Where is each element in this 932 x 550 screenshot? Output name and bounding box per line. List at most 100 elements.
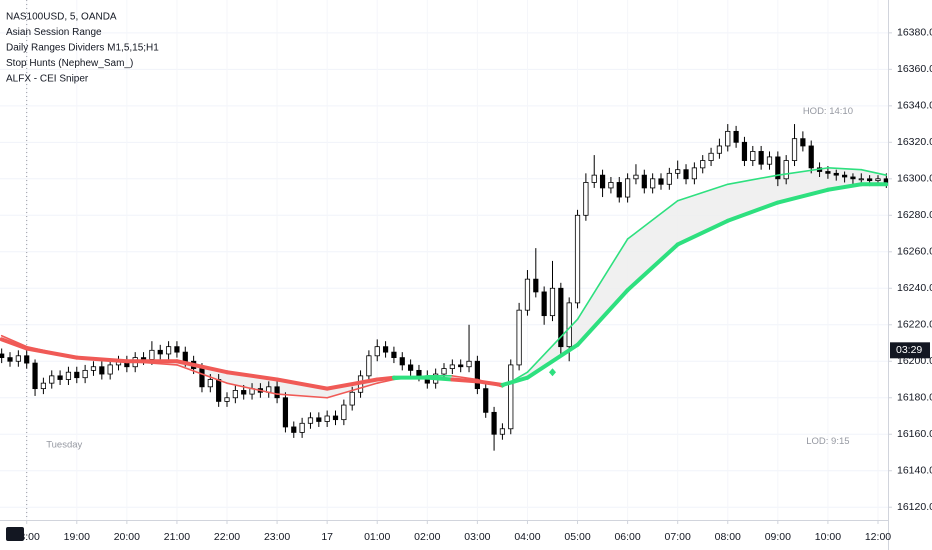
candle-body — [508, 364, 514, 430]
candle-body — [416, 369, 422, 377]
candle-body — [750, 151, 756, 161]
legend-line: ALFX - CEI Sniper — [6, 74, 89, 85]
candle-body — [691, 167, 697, 180]
candle-body — [516, 309, 522, 366]
candle-body — [65, 371, 72, 380]
candle-body — [583, 182, 589, 216]
y-tick-label: 16300.0 — [897, 173, 932, 185]
slow-ma-segment — [625, 242, 680, 293]
slow-ma-segment — [425, 375, 455, 382]
legend-line: NAS100USD, 5, OANDA — [6, 12, 117, 23]
y-tick-label: 16260.0 — [897, 246, 932, 258]
candle-body — [441, 368, 447, 375]
fast-ma-segment — [777, 167, 829, 176]
candle-body — [842, 174, 848, 178]
candle-body — [82, 369, 88, 379]
grid — [0, 0, 888, 520]
x-tick-label: 23:00 — [264, 531, 290, 543]
candle-body — [282, 397, 289, 428]
fast-ma-segment — [393, 375, 429, 381]
x-tick-label: 20:00 — [114, 531, 140, 543]
candle-body — [858, 178, 864, 181]
candle-body — [800, 138, 806, 147]
candle-body — [0, 353, 5, 359]
candle-body — [40, 382, 46, 390]
x-tick-label: 09:00 — [765, 531, 791, 543]
candle-body — [650, 178, 656, 189]
fast-ma-segment — [476, 378, 504, 388]
candle-body — [474, 360, 480, 390]
candle-body — [608, 182, 614, 189]
slow-ma-segment — [325, 377, 380, 391]
candle-body — [850, 176, 856, 180]
price-tag-box — [890, 342, 930, 359]
plot-area: HOD: 14:10 LOD: 9:15 Tuesday — [0, 106, 889, 451]
fast-ma-segment — [126, 360, 178, 366]
slow-ma-segment — [375, 375, 396, 382]
candle-body — [616, 182, 622, 198]
x-tick-label: 06:00 — [614, 531, 640, 543]
y-tick-label: 16280.0 — [897, 209, 932, 221]
x-tick-label: 05:00 — [564, 531, 590, 543]
candle-body — [99, 366, 105, 375]
x-tick-label: 08:00 — [715, 531, 741, 543]
candle-body — [7, 357, 13, 362]
candle-body — [299, 422, 305, 433]
x-tick-label: 12:00 — [865, 531, 891, 543]
candle-body — [316, 417, 322, 422]
candle-body — [758, 151, 764, 165]
x-tick-label: 04:00 — [514, 531, 540, 543]
x-tick-label: 21:00 — [164, 531, 190, 543]
signal-diamond — [548, 368, 556, 377]
candle-body — [349, 391, 355, 406]
candle-body — [783, 160, 789, 180]
fast-ma-segment — [326, 382, 379, 399]
y-tick-label: 16160.0 — [897, 428, 932, 440]
y-tick-label: 16360.0 — [897, 63, 932, 75]
candle-body — [199, 368, 205, 388]
candle-body — [165, 346, 172, 355]
candle-body — [366, 355, 372, 377]
candle-body — [666, 172, 672, 185]
candle-body — [591, 174, 597, 183]
candle-body — [533, 278, 539, 293]
slow-ma-segment — [825, 182, 864, 192]
candle-body — [658, 178, 664, 185]
candle-body — [675, 169, 681, 174]
candle-body — [49, 375, 55, 384]
y-tick-label: 16240.0 — [897, 282, 932, 294]
y-tick-label: 16380.0 — [897, 27, 932, 39]
x-tick-label: 03:00 — [464, 531, 490, 543]
slow-ma-segment — [0, 337, 29, 351]
x-tick-label: 19:00 — [64, 531, 90, 543]
x-tick-label: 10:00 — [815, 531, 841, 543]
candle-body — [541, 291, 547, 317]
candle-body — [232, 390, 238, 399]
candle-body — [716, 145, 723, 154]
fast-ma-segment — [860, 168, 888, 176]
candle-body — [382, 346, 389, 353]
y-tick-label: 16140.0 — [897, 465, 932, 477]
candle-body — [24, 355, 30, 364]
legend-line: Daily Ranges Dividers M1,5,15;H1 — [6, 43, 159, 54]
candle-body — [766, 156, 773, 165]
fast-ma-segment — [376, 378, 395, 384]
candle-body — [700, 160, 706, 169]
axes: 16120.016140.016160.016180.016200.016220… — [14, 27, 932, 543]
slow-ma-segment — [775, 187, 830, 205]
fast-ma-segment — [451, 375, 479, 381]
candle-body — [867, 178, 873, 182]
candle-body — [483, 388, 489, 413]
candle-body — [875, 178, 881, 182]
candle-body — [341, 404, 347, 421]
candle-body — [558, 287, 564, 348]
candle-body — [466, 360, 472, 368]
y-tick-label: 16180.0 — [897, 392, 932, 404]
fast-ma-segment — [526, 318, 579, 374]
candle-body — [825, 171, 831, 174]
y-tick-label: 16220.0 — [897, 319, 932, 331]
fast-ma-segment — [576, 238, 629, 321]
slow-ma-segment — [174, 359, 230, 375]
